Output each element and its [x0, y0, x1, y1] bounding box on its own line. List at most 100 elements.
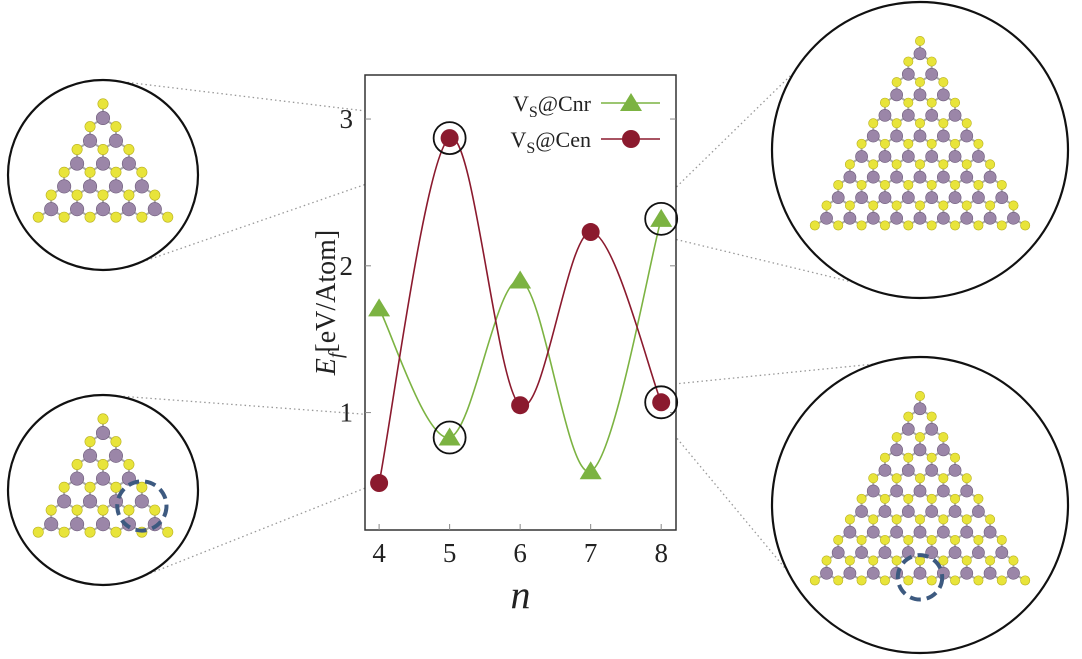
mo-atom — [913, 402, 927, 416]
s-atom — [973, 493, 984, 504]
mo-atom — [913, 170, 927, 184]
mo-atom — [866, 170, 880, 184]
s-atom — [84, 166, 96, 178]
mo-atom — [820, 211, 833, 225]
s-atom — [903, 220, 914, 231]
s-atom — [149, 189, 161, 201]
structure-insets — [6, 0, 1070, 655]
s-atom — [844, 514, 855, 525]
s-atom — [110, 121, 122, 133]
atoms — [32, 413, 174, 538]
s-atom — [856, 575, 867, 586]
x-tick-label: 4 — [372, 538, 386, 568]
mo-atom — [121, 156, 136, 171]
y-tick-label: 1 — [340, 398, 354, 428]
s-atom — [162, 526, 174, 538]
s-atom — [950, 220, 961, 231]
s-atom — [915, 159, 925, 170]
structure-inset — [770, 355, 1070, 655]
s-atom — [903, 493, 914, 504]
mo-atom — [913, 484, 927, 498]
highlight-circle — [432, 420, 467, 455]
mo-atom — [70, 202, 85, 217]
s-atom — [879, 97, 890, 108]
series-circle — [370, 129, 671, 493]
s-atom — [926, 220, 937, 231]
mo-atom — [57, 179, 72, 194]
s-atom — [1020, 220, 1031, 231]
s-atom — [973, 534, 984, 545]
plot-frame — [364, 74, 677, 531]
s-atom — [985, 555, 996, 566]
mo-atom — [925, 505, 939, 518]
s-atom — [915, 390, 925, 401]
mo-atom — [855, 150, 868, 163]
s-atom — [32, 526, 44, 538]
mo-atom — [960, 566, 974, 580]
s-atom — [926, 97, 937, 108]
s-atom — [903, 452, 914, 463]
y-tick-label: 2 — [340, 251, 354, 281]
mo-atom — [890, 88, 904, 102]
s-atom — [973, 179, 984, 190]
s-atom — [879, 220, 890, 231]
s-atom — [950, 138, 961, 149]
s-atom — [868, 159, 879, 170]
mo-atom — [83, 179, 98, 194]
s-atom — [973, 220, 984, 231]
s-atom — [961, 473, 972, 484]
mo-atom — [995, 191, 1009, 205]
structure-inset — [6, 78, 200, 272]
mo-atom — [936, 211, 950, 225]
mo-atom — [948, 546, 962, 560]
s-atom — [926, 534, 937, 545]
mo-atom — [866, 566, 880, 580]
s-atom — [903, 97, 914, 108]
s-atom — [58, 211, 70, 223]
mo-atom — [948, 191, 962, 205]
data-point — [440, 129, 459, 148]
mo-atom — [936, 525, 950, 539]
s-atom — [915, 77, 925, 88]
mo-atom — [878, 464, 892, 477]
mo-atom — [95, 110, 111, 126]
s-atom — [856, 138, 867, 149]
s-atom — [891, 473, 902, 484]
s-atom — [879, 138, 890, 149]
s-atom — [891, 432, 902, 443]
s-atom — [821, 200, 832, 211]
s-atom — [915, 35, 925, 46]
s-atom — [926, 452, 937, 463]
data-point — [438, 427, 461, 446]
s-atom — [868, 118, 879, 129]
s-atom — [110, 166, 122, 178]
structure-inset — [6, 393, 200, 587]
mo-atom — [95, 425, 111, 441]
mo-atom — [948, 464, 962, 477]
s-atom — [809, 220, 820, 231]
s-atom — [71, 458, 83, 470]
mo-atom — [890, 211, 904, 225]
inset-circle — [6, 393, 200, 587]
mo-atom — [983, 525, 997, 539]
highlight-circle — [644, 201, 679, 236]
s-atom — [833, 179, 844, 190]
mo-atom — [913, 47, 927, 61]
mo-atom — [108, 448, 123, 463]
mo-atom — [831, 191, 845, 205]
s-atom — [97, 413, 109, 425]
s-atom — [123, 189, 135, 201]
s-atom — [58, 526, 70, 538]
inset-circle — [6, 78, 200, 272]
s-atom — [856, 220, 867, 231]
s-atom — [868, 473, 879, 484]
structure-inset — [770, 0, 1070, 300]
y-tick-label: 3 — [340, 104, 354, 134]
mo-atom — [901, 422, 915, 436]
legend-sub: S — [529, 104, 538, 121]
s-atom — [868, 200, 879, 211]
s-atom — [915, 200, 925, 211]
mo-atom — [70, 517, 85, 532]
